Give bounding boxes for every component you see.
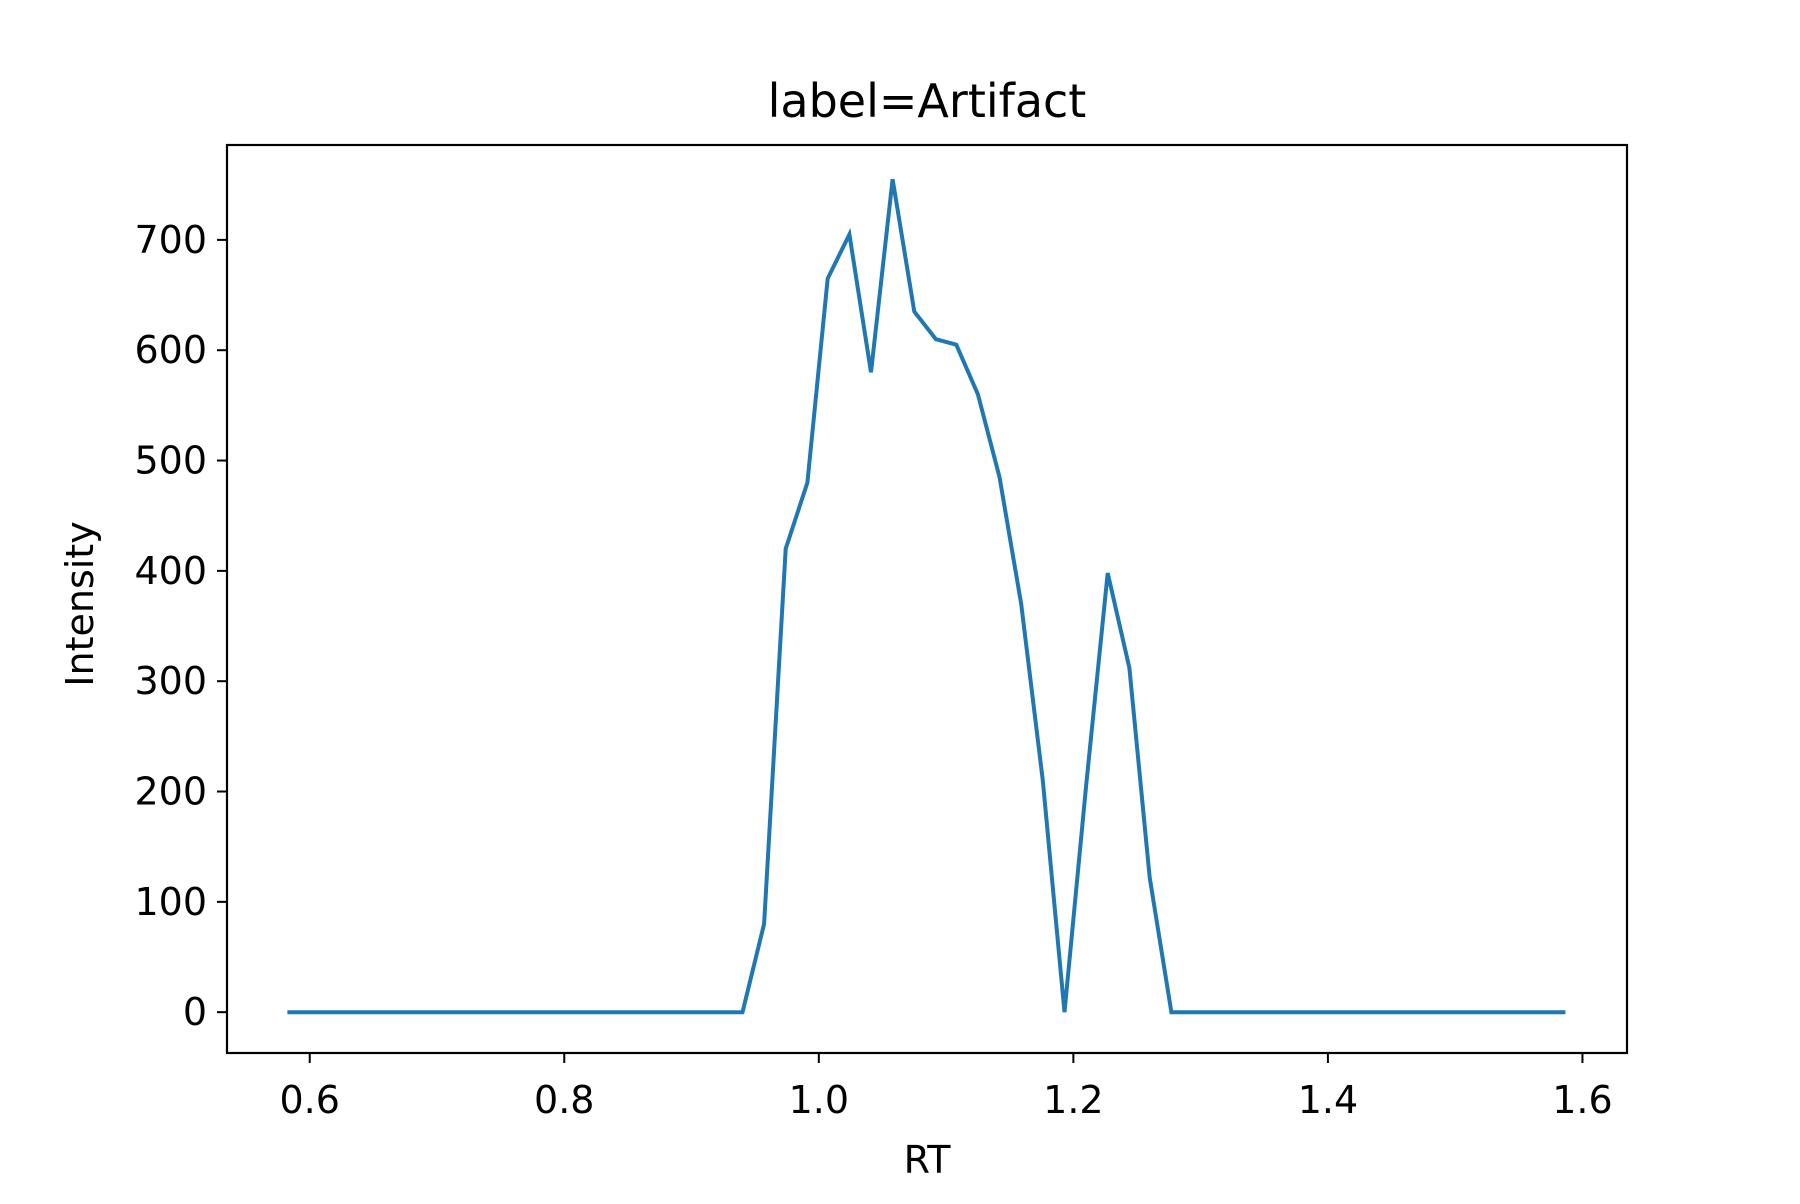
plot-frame <box>225 143 1629 1055</box>
y-axis-label: Intensity <box>58 521 102 686</box>
chart-title: label=Artifact <box>768 74 1087 128</box>
x-axis-ticks: 0.6 0.8 1.0 1.2 1.4 1.6 <box>280 1053 1613 1122</box>
x-tick-label: 0.8 <box>534 1078 594 1122</box>
x-tick-label: 0.6 <box>280 1078 340 1122</box>
x-tick-label: 1.4 <box>1298 1078 1358 1122</box>
y-tick-label: 600 <box>134 328 207 372</box>
y-tick-label: 500 <box>134 439 207 483</box>
y-tick-label: 100 <box>134 880 207 924</box>
y-tick-label: 400 <box>134 549 207 593</box>
series-layer <box>287 178 1566 1015</box>
x-tick-label: 1.6 <box>1552 1078 1612 1122</box>
x-tick-label: 1.2 <box>1043 1078 1103 1122</box>
y-tick-label: 300 <box>134 659 207 703</box>
y-tick-label: 0 <box>183 990 207 1034</box>
y-axis-ticks: 0 100 200 300 400 500 600 700 <box>134 218 227 1034</box>
y-tick-label: 200 <box>134 770 207 814</box>
y-tick-label: 700 <box>134 218 207 262</box>
x-tick-label: 1.0 <box>789 1078 849 1122</box>
series-line <box>287 178 1566 1015</box>
x-axis-label: RT <box>904 1138 952 1182</box>
